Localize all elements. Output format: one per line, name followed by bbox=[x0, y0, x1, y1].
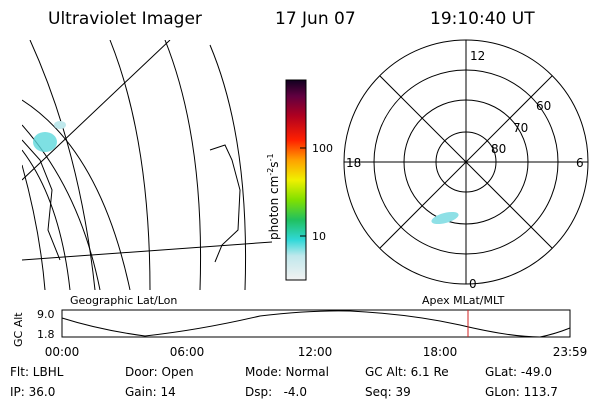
mlt-label: 12 bbox=[470, 49, 485, 63]
time: 19:10:40 UT bbox=[430, 9, 535, 29]
footer-field: Gain: 14 bbox=[125, 385, 176, 399]
polar-plot bbox=[343, 39, 589, 285]
colorbar-label: photon cm-2s-1 bbox=[266, 153, 281, 240]
lat-label: 80 bbox=[491, 142, 506, 156]
footer-field: Dsp: -4.0 bbox=[245, 385, 307, 399]
footer-field: Mode: Normal bbox=[245, 365, 329, 379]
timeline-box bbox=[61, 309, 571, 338]
footer-field: GLon: 113.7 bbox=[485, 385, 558, 399]
date: 17 Jun 07 bbox=[275, 9, 356, 29]
footer-field: Door: Open bbox=[125, 365, 194, 379]
lat-label: 60 bbox=[536, 99, 551, 113]
footer-field: GC Alt: 6.1 Re bbox=[365, 365, 449, 379]
footer: Flt: LBHL Door: Open Mode: Normal GC Alt: 6… bbox=[10, 365, 558, 399]
y-label: 9.0 bbox=[37, 308, 55, 321]
y-label: 1.8 bbox=[37, 328, 55, 341]
footer-field: IP: 36.0 bbox=[10, 385, 55, 399]
lat-label: 70 bbox=[513, 121, 528, 135]
geo-map bbox=[22, 40, 272, 290]
axis-label: GC Alt bbox=[12, 312, 25, 347]
altitude-curve bbox=[61, 310, 571, 338]
mlt-label: 6 bbox=[576, 156, 584, 170]
panel-caption: Geographic Lat/Lon bbox=[70, 294, 177, 307]
footer-field: Seq: 39 bbox=[365, 385, 411, 399]
colorbar-tick: 10 bbox=[312, 230, 326, 243]
time-label: 06:00 bbox=[170, 345, 205, 359]
title: Ultraviolet Imager bbox=[48, 9, 202, 29]
mlt-label: 0 bbox=[469, 277, 477, 291]
time-label: 12:00 bbox=[298, 345, 333, 359]
mlt-label: 18 bbox=[346, 156, 361, 170]
time-label: 18:00 bbox=[423, 345, 458, 359]
colorbar-tick: 100 bbox=[312, 142, 333, 155]
panel-caption: Apex MLat/MLT bbox=[422, 294, 505, 307]
footer-field: GLat: -49.0 bbox=[485, 365, 552, 379]
footer-field: Flt: LBHL bbox=[10, 365, 64, 379]
time-label: 00:00 bbox=[45, 345, 80, 359]
colorbar bbox=[285, 79, 307, 281]
time-label: 23:59 bbox=[553, 345, 588, 359]
